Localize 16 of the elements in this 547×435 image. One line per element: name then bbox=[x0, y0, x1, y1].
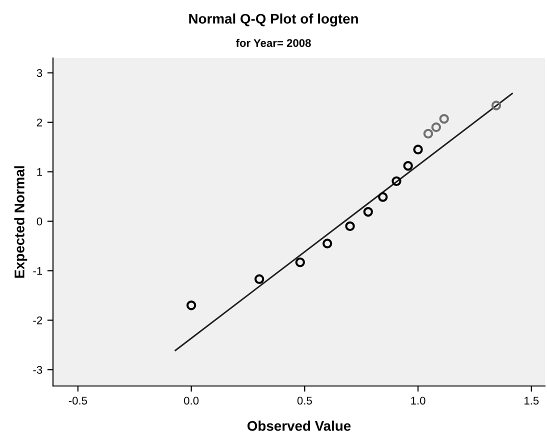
y-tick-label: 3 bbox=[36, 69, 42, 77]
x-tick-label: 1.5 bbox=[524, 396, 539, 405]
y-tick-label: -1 bbox=[33, 267, 42, 275]
x-axis-title: Observed Value bbox=[247, 420, 351, 431]
chart-title: Normal Q-Q Plot of logten bbox=[189, 13, 358, 27]
chart-subtitle: for Year= 2008 bbox=[236, 38, 311, 47]
y-tick-label: 1 bbox=[37, 168, 42, 176]
x-tick-label: -0.5 bbox=[68, 396, 88, 405]
x-tick-label: 1.0 bbox=[411, 396, 426, 405]
y-tick-label: -3 bbox=[33, 366, 42, 374]
y-tick-label: 2 bbox=[36, 118, 42, 126]
y-tick-label: -2 bbox=[33, 316, 42, 324]
y-tick-label: 0 bbox=[36, 218, 42, 226]
y-axis-title: Expected Normal bbox=[14, 166, 28, 278]
x-tick-label: 0.5 bbox=[297, 396, 312, 405]
x-tick-label: 0.0 bbox=[184, 396, 199, 405]
